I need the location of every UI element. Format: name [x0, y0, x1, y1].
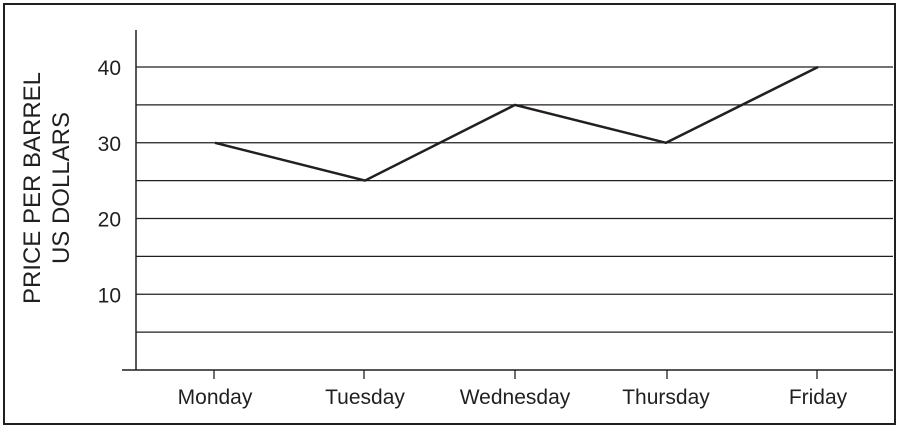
y-tick-label: 40	[98, 57, 121, 80]
y-axis-title: PRICE PER BARREL US DOLLARS	[19, 72, 75, 304]
gridlines	[136, 66, 893, 333]
y-tick-label: 20	[98, 209, 121, 232]
y-axis-title-line-1: PRICE PER BARREL	[19, 72, 46, 304]
x-tick-label: Thursday	[622, 386, 710, 409]
y-tick-label: 10	[98, 284, 121, 307]
x-axis-ticks	[213, 370, 818, 379]
x-tick-label: Friday	[789, 386, 848, 409]
chart-frame	[3, 3, 896, 425]
x-tick-label: Tuesday	[325, 386, 405, 409]
y-tick-label: 30	[98, 133, 121, 156]
series-line	[214, 65, 819, 182]
x-tick-labels: Monday Tuesday Wednesday Thursday Friday	[178, 386, 848, 409]
y-axis-title-line-2: US DOLLARS	[48, 112, 75, 264]
x-tick-label: Monday	[178, 386, 253, 409]
x-tick-label: Wednesday	[460, 386, 571, 409]
y-tick-labels: 10 20 30 40	[98, 57, 121, 307]
